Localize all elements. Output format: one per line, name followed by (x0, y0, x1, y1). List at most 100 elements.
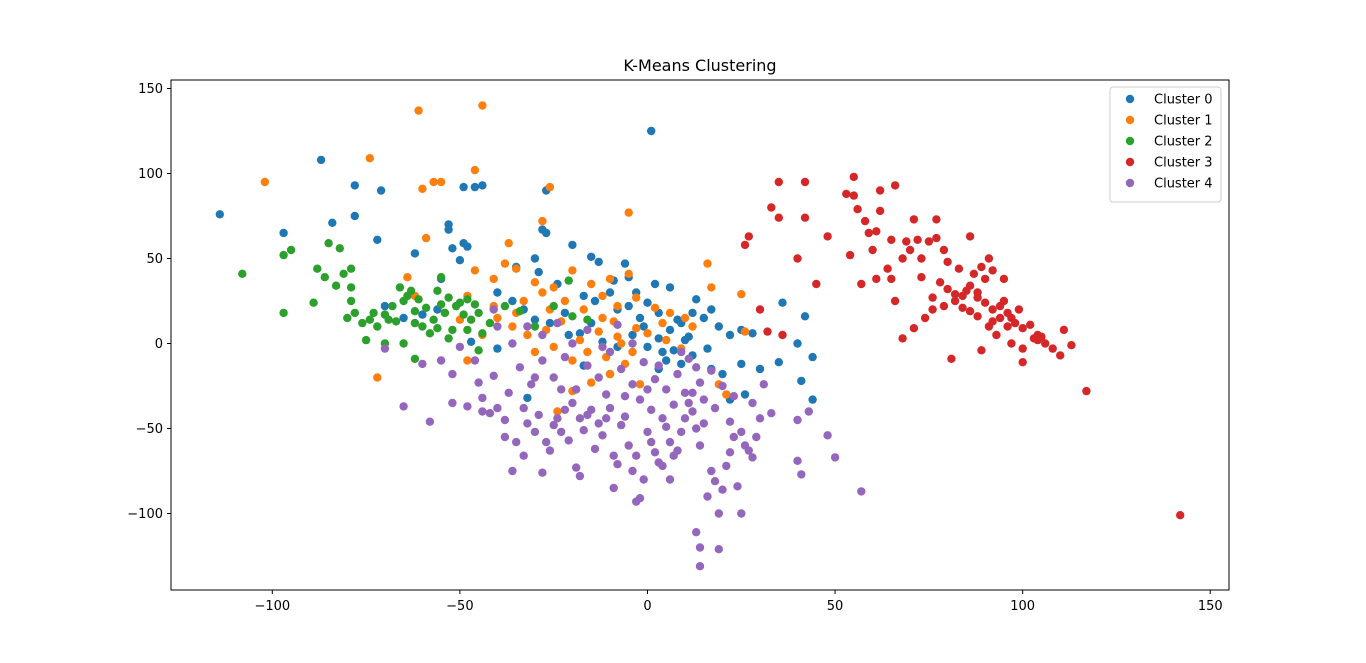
cluster-4-point (602, 414, 611, 423)
cluster-3-point (947, 354, 956, 363)
y-axis: 150 100 50 0 −50 −100 (127, 82, 171, 522)
cluster-2-point (564, 276, 573, 285)
cluster-2-point (399, 339, 408, 348)
cluster-3-point (1018, 324, 1027, 333)
cluster-1-point (632, 324, 641, 333)
cluster-0-point (380, 301, 390, 311)
cluster-4-point (508, 339, 517, 348)
x-tick-label: 50 (827, 599, 844, 614)
cluster-2-point (448, 325, 457, 335)
cluster-0-point (478, 181, 487, 190)
cluster-0-point (692, 295, 701, 304)
cluster-4-point (493, 322, 502, 331)
cluster-3-point (849, 172, 858, 182)
cluster-2-point (335, 244, 344, 253)
cluster-3-point (823, 232, 832, 241)
cluster-4-point (707, 366, 716, 375)
cluster-4-point (684, 354, 693, 363)
cluster-2-point (410, 354, 420, 363)
cluster-1-point (707, 283, 716, 292)
cluster-0-point (620, 259, 630, 268)
cluster-3-point (890, 181, 900, 190)
cluster-4-point (620, 412, 630, 421)
cluster-3-point (1176, 511, 1185, 520)
cluster-2-point (384, 315, 393, 324)
cluster-2-point (309, 298, 318, 307)
cluster-2-point (568, 312, 577, 321)
cluster-1-point (429, 177, 438, 187)
cluster-0-point (707, 305, 716, 314)
cluster-3-point (887, 274, 896, 284)
cluster-0-point (684, 332, 693, 341)
cluster-3-point (995, 313, 1005, 323)
legend-marker (1125, 136, 1135, 146)
cluster-3-point (988, 317, 997, 326)
cluster-0-point (279, 228, 288, 238)
cluster-4-point (538, 356, 547, 365)
cluster-2-point (373, 322, 382, 331)
cluster-0-point (560, 308, 570, 318)
cluster-0-point (463, 242, 472, 251)
cluster-1-point (545, 182, 555, 192)
cluster-4-point (500, 432, 510, 442)
cluster-3-point (793, 254, 802, 263)
y-tick-label: 100 (138, 167, 163, 182)
cluster-3-point (860, 216, 870, 226)
cluster-4-point (617, 364, 626, 374)
cluster-2-point (395, 283, 405, 292)
cluster-4-point (617, 420, 626, 430)
cluster-0-point (650, 279, 660, 289)
cluster-4-point (748, 398, 757, 408)
cluster-2-point (346, 283, 356, 292)
cluster-4-point (512, 437, 521, 447)
cluster-1-point (598, 313, 607, 323)
cluster-4-point (568, 339, 577, 348)
cluster-4-point (553, 318, 562, 328)
cluster-4-point (857, 487, 866, 496)
cluster-0-point (808, 352, 817, 362)
cluster-3-point (969, 269, 979, 278)
cluster-4-point (718, 381, 727, 391)
cluster-2-point (410, 318, 420, 328)
cluster-4-point (793, 456, 802, 465)
cluster-1-point (470, 165, 480, 175)
cluster-3-point (943, 257, 952, 267)
cluster-1-point (613, 301, 622, 311)
cluster-1-point (549, 283, 558, 292)
cluster-4-point (639, 475, 648, 484)
cluster-2-point (414, 295, 423, 304)
cluster-4-point (752, 432, 761, 442)
cluster-3-point (1056, 351, 1065, 360)
cluster-0-point (699, 313, 708, 323)
cluster-3-point (905, 245, 915, 255)
cluster-2-point (470, 300, 480, 309)
cluster-4-point (714, 545, 723, 554)
cluster-4-point (523, 419, 532, 428)
cluster-4-point (380, 344, 390, 353)
cluster-1-point (538, 288, 547, 297)
legend-marker (1125, 115, 1135, 125)
cluster-4-point (620, 392, 630, 401)
cluster-4-point (436, 356, 446, 365)
cluster-0-point (215, 210, 224, 219)
cluster-1-point (470, 266, 480, 275)
cluster-2-point (463, 325, 472, 335)
y-tick-label: 0 (155, 337, 163, 352)
cluster-1-point (598, 291, 607, 301)
x-tick-label: −50 (446, 599, 473, 614)
cluster-4-point (714, 509, 723, 518)
cluster-4-point (538, 468, 547, 477)
x-tick-label: 0 (643, 599, 651, 614)
cluster-3-point (778, 330, 787, 340)
cluster-4-point (695, 543, 705, 552)
cluster-3-point (1007, 339, 1016, 348)
cluster-4-point (658, 461, 667, 471)
cluster-2-point (474, 346, 483, 355)
cluster-1-point (632, 293, 641, 302)
cluster-3-point (1067, 341, 1076, 350)
cluster-4-point (665, 437, 675, 447)
cluster-1-point (737, 290, 746, 299)
cluster-1-point (662, 335, 671, 345)
cluster-4-point (703, 492, 712, 501)
cluster-4-point (654, 361, 663, 370)
